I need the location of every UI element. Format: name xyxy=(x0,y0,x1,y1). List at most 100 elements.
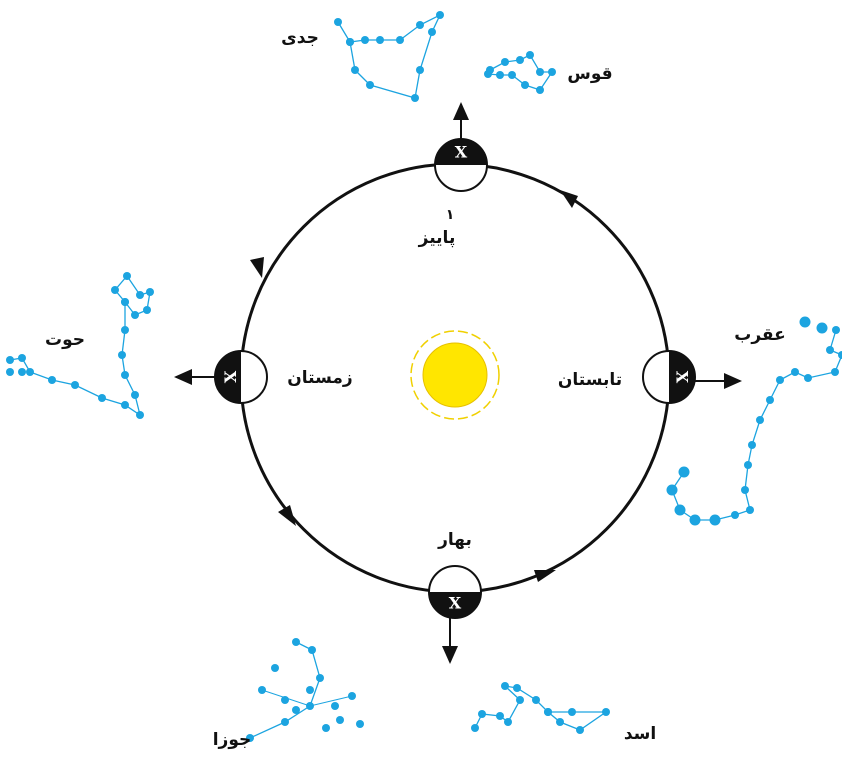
star xyxy=(756,416,764,424)
star xyxy=(556,718,564,726)
constellation-line xyxy=(338,15,440,98)
star xyxy=(516,696,524,704)
star xyxy=(744,461,752,469)
star xyxy=(416,21,424,29)
star xyxy=(501,682,509,690)
star xyxy=(521,81,529,89)
season-note: ۱ xyxy=(446,207,455,223)
constellation-label: حوت xyxy=(45,330,85,350)
star xyxy=(121,326,129,334)
star xyxy=(292,706,300,714)
star xyxy=(536,86,544,94)
star xyxy=(118,351,126,359)
season-label: پاییز xyxy=(418,228,456,248)
constellation-label: قوس xyxy=(567,64,612,84)
star xyxy=(675,505,686,516)
star xyxy=(766,396,774,404)
star xyxy=(748,441,756,449)
star xyxy=(146,288,154,296)
star xyxy=(508,71,516,79)
star xyxy=(516,56,524,64)
star xyxy=(667,485,678,496)
star xyxy=(98,394,106,402)
constellation-line xyxy=(475,686,606,730)
star xyxy=(143,306,151,314)
star xyxy=(411,94,419,102)
star xyxy=(513,684,521,692)
star xyxy=(111,286,119,294)
star xyxy=(281,718,289,726)
star xyxy=(576,726,584,734)
star xyxy=(710,515,721,526)
star xyxy=(804,374,812,382)
star xyxy=(6,356,14,364)
earth: X xyxy=(429,566,481,618)
earth: X xyxy=(215,351,267,403)
star xyxy=(602,708,610,716)
constellation xyxy=(471,682,610,734)
star xyxy=(258,686,266,694)
star xyxy=(428,28,436,36)
star xyxy=(832,326,840,334)
star xyxy=(18,368,26,376)
star xyxy=(71,381,79,389)
star xyxy=(136,291,144,299)
star xyxy=(826,346,834,354)
star xyxy=(48,376,56,384)
star xyxy=(348,692,356,700)
season-label: بهار xyxy=(437,530,472,550)
star xyxy=(131,311,139,319)
star xyxy=(800,317,811,328)
star xyxy=(136,411,144,419)
star xyxy=(131,391,139,399)
star xyxy=(791,368,799,376)
star xyxy=(306,686,314,694)
constellation xyxy=(667,317,842,526)
star xyxy=(536,68,544,76)
star xyxy=(478,710,486,718)
constellation-label: عقرب xyxy=(734,325,786,345)
constellation-label: جدی xyxy=(281,28,319,48)
star xyxy=(746,506,754,514)
star xyxy=(817,323,828,334)
star xyxy=(484,70,492,78)
constellation-label: جوزا xyxy=(213,730,252,750)
star xyxy=(121,401,129,409)
star xyxy=(496,71,504,79)
star xyxy=(690,515,701,526)
star xyxy=(436,11,444,19)
star xyxy=(416,66,424,74)
star xyxy=(334,18,342,26)
star xyxy=(831,368,839,376)
star xyxy=(351,66,359,74)
star xyxy=(366,81,374,89)
star xyxy=(316,674,324,682)
constellation-label: اسد xyxy=(624,724,656,744)
constellation-line xyxy=(672,330,842,520)
star xyxy=(308,646,316,654)
star xyxy=(741,486,749,494)
star xyxy=(322,724,330,732)
star xyxy=(121,371,129,379)
star xyxy=(306,702,314,710)
star xyxy=(504,718,512,726)
earth-marker: X xyxy=(449,594,462,613)
star xyxy=(361,36,369,44)
star xyxy=(532,696,540,704)
star xyxy=(776,376,784,384)
star xyxy=(18,354,26,362)
earth-marker: X xyxy=(455,143,468,162)
star xyxy=(26,368,34,376)
star xyxy=(376,36,384,44)
star xyxy=(346,38,354,46)
star xyxy=(6,368,14,376)
season-label: زمستان xyxy=(287,368,352,388)
star xyxy=(544,708,552,716)
star xyxy=(121,298,129,306)
star xyxy=(123,272,131,280)
star xyxy=(526,51,534,59)
star xyxy=(281,696,289,704)
star xyxy=(331,702,339,710)
star xyxy=(336,716,344,724)
star xyxy=(568,708,576,716)
